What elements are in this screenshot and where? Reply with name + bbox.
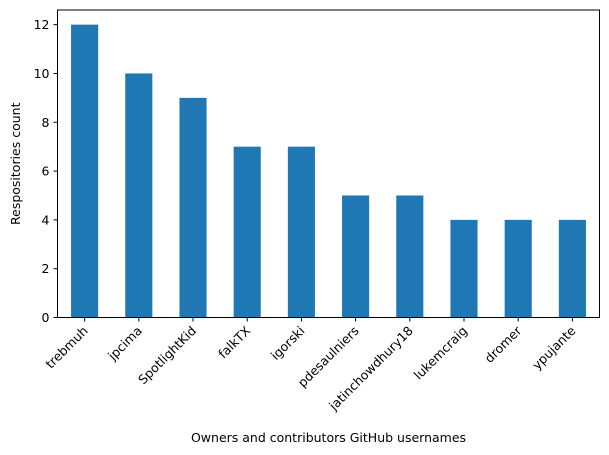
y-tick-label: 6 bbox=[42, 164, 50, 179]
bar-igorski bbox=[287, 146, 315, 318]
bar-pdesaulniers bbox=[342, 195, 370, 318]
y-tick-label: 2 bbox=[42, 261, 50, 276]
bar-trebmuh bbox=[71, 24, 99, 318]
bars-group bbox=[71, 24, 586, 318]
bar-falkTX bbox=[233, 146, 261, 318]
x-tick-label: ypujante bbox=[529, 323, 579, 373]
x-tick-label: trebmuh bbox=[42, 323, 90, 371]
x-tick-label: dromer bbox=[482, 322, 525, 365]
x-tick-label: jpcima bbox=[104, 323, 145, 364]
x-tick-label: lukemcraig bbox=[411, 323, 470, 382]
bar-dromer bbox=[504, 219, 532, 318]
x-tick-label: SpotlightKid bbox=[135, 323, 199, 387]
x-tick-label: igorski bbox=[268, 323, 308, 363]
bar-jatinchowdhury18 bbox=[396, 195, 424, 318]
bar-jpcima bbox=[125, 73, 153, 318]
x-tick-label: falkTX bbox=[215, 323, 253, 361]
bar-SpotlightKid bbox=[179, 97, 207, 318]
plot-frame bbox=[57, 9, 600, 318]
y-tick-label: 8 bbox=[42, 115, 50, 130]
y-tick-label: 4 bbox=[42, 212, 50, 227]
y-tick-label: 0 bbox=[42, 310, 50, 325]
y-tick-label: 12 bbox=[34, 17, 50, 32]
y-axis-ticks: 0 2 4 6 8 10 12 bbox=[34, 17, 58, 325]
bar-ypujante bbox=[558, 219, 586, 318]
bar-lukemcraig bbox=[450, 219, 478, 318]
y-tick-label: 10 bbox=[34, 66, 50, 81]
y-axis-label: Respositories count bbox=[8, 102, 23, 225]
x-axis-label: Owners and contributors GitHub usernames bbox=[191, 430, 466, 445]
